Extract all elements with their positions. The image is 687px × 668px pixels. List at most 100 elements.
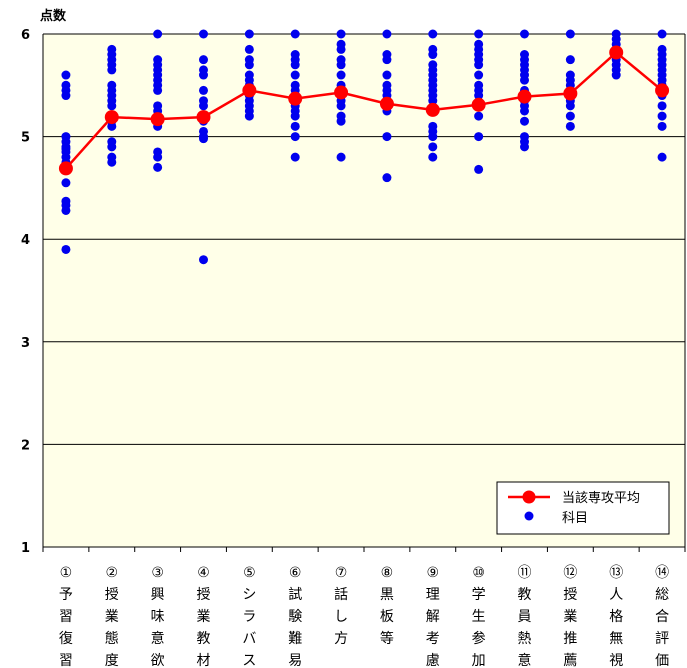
subject-point [382,173,392,183]
subject-point [565,101,575,111]
average-point [471,97,486,112]
average-point [517,89,532,104]
subject-point [382,70,392,80]
category-label-char: 員 [518,609,532,625]
subject-point [428,152,438,162]
subject-point [107,157,117,167]
average-point [655,83,670,98]
category-label-char: 生 [472,609,486,625]
category-label-char: 復 [59,630,73,647]
category-label-char: 理 [426,587,440,603]
category-label-char: ⑫ [563,565,577,581]
category-label-char: ラ [242,609,256,625]
category-label-char: ② [106,565,119,581]
category-label-char: 価 [655,653,669,668]
subject-point [336,116,346,126]
category-label-char: 黒 [380,587,394,603]
category-label-char: ⑨ [427,565,440,581]
category-label-char: ⑧ [381,565,394,581]
subject-point [244,44,254,54]
subject-point [199,29,208,39]
category-label-char: 材 [197,653,211,668]
category-label-char: 加 [472,653,486,668]
subject-point [382,55,392,65]
category-label-char: 意 [518,652,532,668]
category-label-char: 難 [288,631,302,647]
subject-point [290,111,300,121]
category-label-char: 授 [563,587,577,603]
category-label-char: ⑬ [609,565,623,581]
category-label-char: 業 [105,609,119,625]
subject-point [153,85,163,95]
category-label-char: 味 [151,609,165,625]
category-label-char: し [334,609,348,625]
category-label-char: 総 [655,587,669,603]
y-tick-label: 1 [21,541,30,556]
subject-point [107,65,117,75]
category-label-char: 態 [105,631,119,647]
category-label-char: 解 [426,609,440,625]
subject-point [244,29,254,39]
category-label-char: 評 [655,631,669,647]
category-label-char: 授 [197,587,211,603]
category-label-char: 板 [380,609,394,625]
legend-subject-marker [524,511,534,521]
category-label-char: 予 [59,587,73,603]
y-tick-label: 5 [21,131,30,146]
subject-point [290,60,300,70]
legend-average-marker [522,490,536,504]
category-label-char: 人 [609,587,623,603]
subject-point [199,101,208,111]
category-label-char: シ [242,587,256,603]
category-label-char: 話 [334,586,348,603]
subject-point [290,70,300,80]
subject-point [153,29,163,39]
category-label-char: 欲 [151,653,165,668]
category-label: ⑧ 黒板等 [380,565,394,647]
category-label-char: 合 [655,609,669,625]
subject-point [61,244,71,254]
category-label-char: ス [242,653,256,668]
subject-point [428,29,438,39]
average-series-line [64,50,663,170]
category-label-char: 考 [426,631,440,647]
subject-point [657,121,667,131]
subject-point [520,29,529,39]
category-label-char: 格 [609,609,623,625]
y-axis-label: 点数 [40,8,67,24]
subject-point [657,152,667,162]
category-label-char: 推 [563,631,577,647]
average-point [288,91,303,106]
subject-point [428,142,438,152]
subject-point [474,91,484,101]
average-point [104,110,119,125]
category-label-char: ⑭ [655,565,669,581]
subject-point [61,205,71,215]
y-tick-label: 6 [21,28,30,43]
category-label-char: ① [60,565,73,581]
subject-point [520,106,529,116]
subject-point [474,164,484,174]
x-axis-ticks [42,547,686,552]
category-label-char: ⑤ [243,565,256,581]
average-point [563,86,578,101]
category-label: ⑦ 話し方 [334,565,348,647]
subject-point [657,111,667,121]
legend-box [496,481,670,535]
category-label-char: バ [242,631,256,647]
category-label-char: ⑥ [289,565,302,581]
average-point [334,85,349,100]
subject-point [382,29,392,39]
y-tick-label: 2 [21,438,30,453]
category-label-char: 参 [472,630,486,647]
